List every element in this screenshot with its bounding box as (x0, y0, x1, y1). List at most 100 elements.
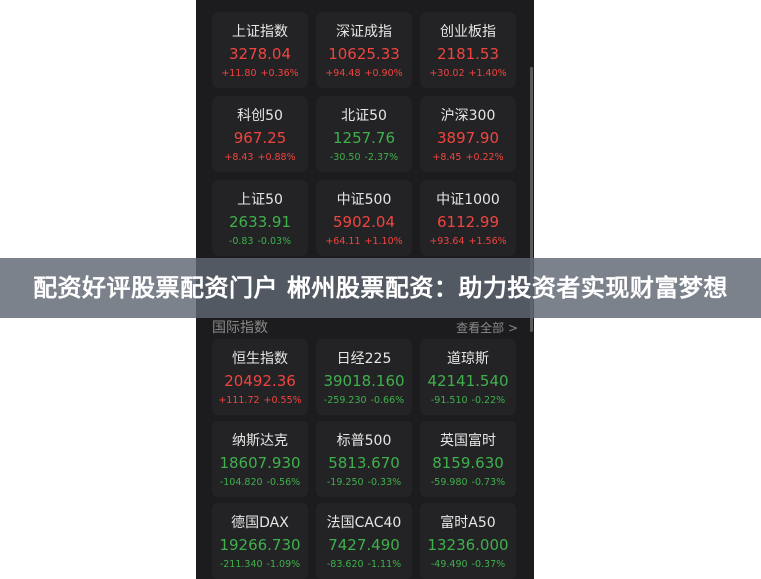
index-value: 13236.000 (427, 536, 509, 554)
index-change: +8.43 (224, 152, 254, 163)
index-change: -59.980 (430, 477, 468, 488)
index-value: 7427.490 (328, 536, 400, 554)
index-change-pct: +1.56% (468, 236, 507, 247)
index-card[interactable]: 创业板指 2181.53 +30.02 +1.40% (420, 12, 516, 88)
index-change-pct: -0.66% (370, 395, 405, 406)
index-name: 德国DAX (231, 515, 289, 531)
index-value: 6112.99 (436, 213, 500, 231)
index-change-row: -83.620 -1.11% (316, 559, 412, 570)
index-name: 中证500 (336, 192, 392, 208)
index-card[interactable]: 法国CAC40 7427.490 -83.620 -1.11% (316, 503, 412, 579)
overlay-banner: 配资好评股票配资门户 郴州股票配资：助力投资者实现财富梦想 (0, 258, 761, 318)
index-change-row: -59.980 -0.73% (420, 477, 516, 488)
index-card[interactable]: 中证500 5902.04 +64.11 +1.10% (316, 180, 412, 256)
index-change-row: -211.340 -1.09% (212, 559, 308, 570)
index-value: 2181.53 (436, 45, 500, 63)
index-name: 创业板指 (440, 24, 496, 40)
index-value: 10625.33 (328, 45, 400, 63)
index-name: 北证50 (341, 108, 387, 124)
index-name: 道琼斯 (447, 351, 489, 367)
index-card[interactable]: 英国富时 8159.630 -59.980 -0.73% (420, 421, 516, 497)
index-card[interactable]: 沪深300 3897.90 +8.45 +0.22% (420, 96, 516, 172)
index-change-row: +64.11 +1.10% (316, 236, 412, 247)
index-change: +93.64 (429, 236, 465, 247)
index-card[interactable]: 上证50 2633.91 -0.83 -0.03% (212, 180, 308, 256)
index-card[interactable]: 中证1000 6112.99 +93.64 +1.56% (420, 180, 516, 256)
index-change-pct: -1.09% (266, 559, 301, 570)
index-value: 5813.670 (328, 454, 400, 472)
index-change-row: +8.45 +0.22% (420, 152, 516, 163)
index-change: -91.510 (430, 395, 468, 406)
scrollbar[interactable] (530, 67, 533, 332)
index-change: -30.50 (329, 152, 361, 163)
index-name: 上证50 (237, 192, 283, 208)
index-change-pct: -0.33% (367, 477, 402, 488)
index-change-row: +94.48 +0.90% (316, 68, 412, 79)
index-change: +30.02 (429, 68, 465, 79)
index-name: 法国CAC40 (326, 515, 402, 531)
index-value: 1257.76 (332, 129, 396, 147)
index-value: 967.25 (233, 129, 287, 147)
index-card[interactable]: 富时A50 13236.000 -49.490 -0.37% (420, 503, 516, 579)
index-change: -211.340 (219, 559, 263, 570)
index-name: 富时A50 (440, 515, 496, 531)
domestic-index-grid: 上证指数 3278.04 +11.80 +0.36% 深证成指 10625.33 +… (212, 12, 518, 256)
index-card[interactable]: 上证指数 3278.04 +11.80 +0.36% (212, 12, 308, 88)
international-section-header: 国际指数 查看全部 > (212, 320, 518, 337)
index-change: -19.250 (326, 477, 364, 488)
index-card[interactable]: 标普500 5813.670 -19.250 -0.33% (316, 421, 412, 497)
index-change-pct: -0.03% (257, 236, 292, 247)
index-change-pct: -0.22% (471, 395, 506, 406)
index-value: 3278.04 (228, 45, 292, 63)
index-card[interactable]: 科创50 967.25 +8.43 +0.88% (212, 96, 308, 172)
index-name: 科创50 (237, 108, 283, 124)
index-change: +11.80 (221, 68, 257, 79)
index-name: 英国富时 (440, 433, 496, 449)
index-change-row: +93.64 +1.56% (420, 236, 516, 247)
index-name: 标普500 (336, 433, 392, 449)
index-change: +111.72 (218, 395, 260, 406)
index-name: 沪深300 (440, 108, 496, 124)
index-change-pct: +1.40% (468, 68, 507, 79)
index-change-row: -0.83 -0.03% (212, 236, 308, 247)
index-value: 39018.160 (323, 372, 405, 390)
index-card[interactable]: 纳斯达克 18607.930 -104.820 -0.56% (212, 421, 308, 497)
index-value: 18607.930 (219, 454, 301, 472)
international-index-grid: 恒生指数 20492.36 +111.72 +0.55% 日经225 39018.1… (212, 339, 518, 579)
index-value: 19266.730 (219, 536, 301, 554)
index-card[interactable]: 日经225 39018.160 -259.230 -0.66% (316, 339, 412, 415)
view-all-link[interactable]: 查看全部 > (456, 321, 518, 335)
index-change: -49.490 (430, 559, 468, 570)
index-card[interactable]: 恒生指数 20492.36 +111.72 +0.55% (212, 339, 308, 415)
index-change-pct: -1.11% (367, 559, 402, 570)
index-change-row: +11.80 +0.36% (212, 68, 308, 79)
index-value: 2633.91 (228, 213, 292, 231)
index-value: 8159.630 (432, 454, 504, 472)
index-card[interactable]: 道琼斯 42141.540 -91.510 -0.22% (420, 339, 516, 415)
index-value: 20492.36 (224, 372, 296, 390)
phone-screen: 上证指数 3278.04 +11.80 +0.36% 深证成指 10625.33 +… (196, 0, 534, 579)
index-change-pct: -0.56% (266, 477, 301, 488)
index-card[interactable]: 深证成指 10625.33 +94.48 +0.90% (316, 12, 412, 88)
index-change-row: -259.230 -0.66% (316, 395, 412, 406)
index-change: -259.230 (323, 395, 367, 406)
index-name: 日经225 (336, 351, 392, 367)
index-change-row: +8.43 +0.88% (212, 152, 308, 163)
index-card[interactable]: 北证50 1257.76 -30.50 -2.37% (316, 96, 412, 172)
index-card[interactable]: 德国DAX 19266.730 -211.340 -1.09% (212, 503, 308, 579)
index-change: -104.820 (219, 477, 263, 488)
index-change-pct: +0.36% (260, 68, 299, 79)
index-name: 恒生指数 (232, 351, 288, 367)
index-change-row: -49.490 -0.37% (420, 559, 516, 570)
index-change-pct: +0.88% (257, 152, 296, 163)
section-title: 国际指数 (212, 320, 268, 336)
index-change-row: +111.72 +0.55% (212, 395, 308, 406)
index-name: 深证成指 (336, 24, 392, 40)
index-change: +8.45 (432, 152, 462, 163)
index-name: 纳斯达克 (232, 433, 288, 449)
index-change-row: -104.820 -0.56% (212, 477, 308, 488)
index-change: +94.48 (325, 68, 361, 79)
index-change-pct: -0.37% (471, 559, 506, 570)
index-change-row: +30.02 +1.40% (420, 68, 516, 79)
index-name: 上证指数 (232, 24, 288, 40)
